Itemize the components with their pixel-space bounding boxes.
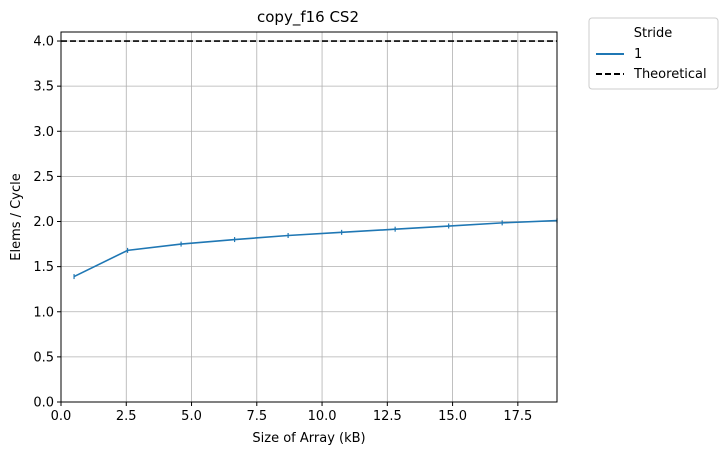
y-tick-label: 2.5 <box>33 170 54 185</box>
y-tick-label: 1.5 <box>33 260 54 275</box>
x-tick-label: 12.5 <box>373 409 402 424</box>
legend-label-theoretical: Theoretical <box>633 67 707 82</box>
legend-title: Stride <box>634 26 673 41</box>
x-tick-label: 17.5 <box>503 409 532 424</box>
y-axis-label: Elems / Cycle <box>9 173 24 260</box>
legend-box <box>588 17 719 90</box>
x-tick-label: 0.0 <box>51 409 72 424</box>
series-group <box>73 218 558 280</box>
x-axis-label: Size of Array (kB) <box>252 431 365 446</box>
y-tick-label: 3.0 <box>33 125 54 140</box>
x-tick-label: 10.0 <box>308 409 337 424</box>
legend: Stride 1 Theoretical <box>588 17 719 90</box>
y-axis-ticks: 0.0 0.5 1.0 1.5 2.0 2.5 3.0 3.5 4.0 <box>33 35 61 411</box>
y-tick-label: 0.0 <box>33 396 54 411</box>
y-tick-label: 3.5 <box>33 80 54 95</box>
x-tick-label: 5.0 <box>181 409 202 424</box>
y-tick-label: 1.0 <box>33 305 54 320</box>
legend-label-series-1: 1 <box>634 47 642 62</box>
x-axis-ticks: 0.0 2.5 5.0 7.5 10.0 12.5 15.0 17.5 <box>51 402 532 424</box>
series-line-1 <box>73 219 558 278</box>
plot-area-frame <box>60 31 558 403</box>
chart-title: copy_f16 CS2 <box>257 8 359 27</box>
y-tick-label: 2.0 <box>33 215 54 230</box>
y-tick-label: 4.0 <box>33 35 54 50</box>
x-tick-label: 2.5 <box>116 409 137 424</box>
y-tick-label: 0.5 <box>33 350 54 365</box>
x-tick-label: 15.0 <box>438 409 467 424</box>
grid <box>60 32 557 403</box>
x-tick-label: 7.5 <box>246 409 267 424</box>
